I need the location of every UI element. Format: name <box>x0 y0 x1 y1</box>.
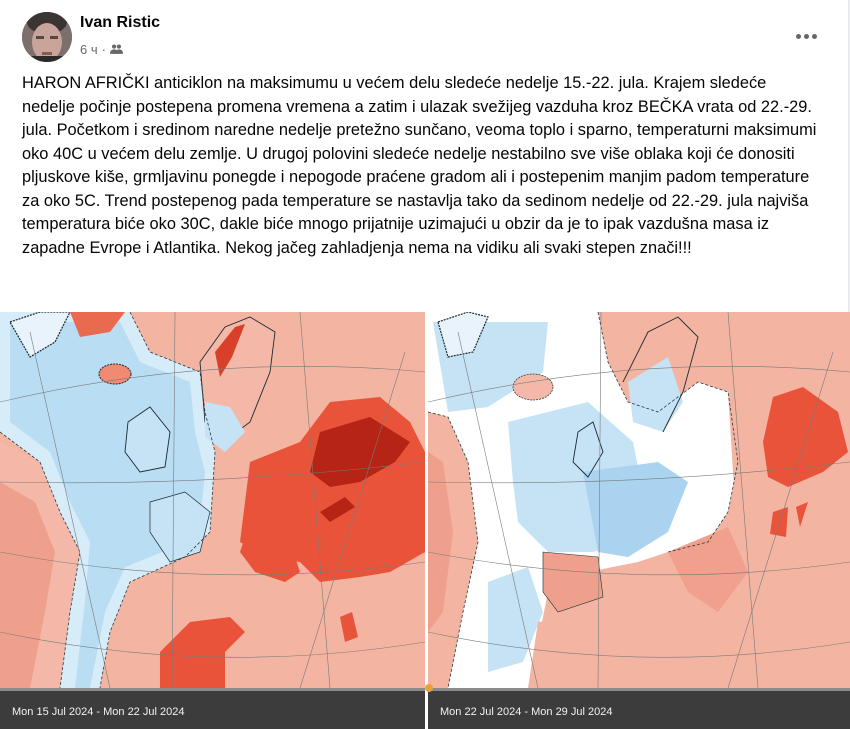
more-dot <box>803 33 809 39</box>
post-header: Ivan Ristic 6 ч · <box>0 0 848 62</box>
post-meta: 6 ч · <box>80 41 123 57</box>
temperature-anomaly-map <box>428 312 850 688</box>
more-horizontal-icon <box>795 33 801 39</box>
map-date-range: Mon 22 Jul 2024 - Mon 29 Jul 2024 <box>440 706 613 718</box>
post-time[interactable]: 6 ч <box>80 41 98 57</box>
map-date-range: Mon 15 Jul 2024 - Mon 22 Jul 2024 <box>12 706 185 718</box>
timeline-marker-icon <box>425 684 433 692</box>
post-images: Mon 15 Jul 2024 - Mon 22 Jul 2024 <box>0 312 850 729</box>
author-name[interactable]: Ivan Ristic <box>80 14 161 31</box>
map-caption-bar: Mon 15 Jul 2024 - Mon 22 Jul 2024 <box>0 688 425 729</box>
more-dot <box>811 33 817 39</box>
more-options-button[interactable] <box>790 26 822 46</box>
avatar-photo-icon <box>22 12 72 62</box>
forecast-map-week-2[interactable]: Mon 22 Jul 2024 - Mon 29 Jul 2024 <box>428 312 850 729</box>
temperature-anomaly-map <box>0 312 425 688</box>
image-divider <box>425 312 428 729</box>
forecast-map-week-1[interactable]: Mon 15 Jul 2024 - Mon 22 Jul 2024 <box>0 312 425 729</box>
map-caption-bar: Mon 22 Jul 2024 - Mon 29 Jul 2024 <box>428 688 850 729</box>
friends-icon[interactable] <box>109 43 123 55</box>
avatar[interactable] <box>22 12 72 62</box>
post-text: HARON AFRIČKI anticiklon na maksimumu u … <box>22 74 817 257</box>
meta-separator: · <box>101 41 106 57</box>
